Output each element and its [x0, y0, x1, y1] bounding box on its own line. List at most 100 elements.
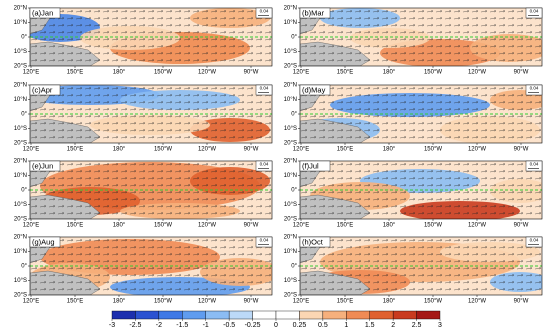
lon-label: 150°W	[424, 70, 442, 76]
colorbar-label: -1.5	[176, 322, 188, 329]
reference-vector: 0.04	[260, 9, 269, 14]
lat-label: 20°S	[284, 64, 297, 70]
reference-vector: 0.04	[530, 238, 539, 243]
lon-label: 120°W	[198, 147, 216, 153]
lat-label: 10°N	[14, 249, 27, 255]
panel-label: (b)Mar	[302, 8, 325, 17]
colorbar-label: 0.5	[318, 322, 328, 329]
map-field	[30, 8, 272, 66]
lat-label: 10°N	[284, 249, 297, 255]
map-field	[300, 8, 542, 66]
lat-label: 20°N	[14, 6, 27, 12]
lon-label: 150°E	[337, 223, 353, 229]
lon-label: 120°E	[23, 147, 39, 153]
lon-label: 150°W	[154, 147, 172, 153]
lat-label: 10°N	[284, 173, 297, 179]
lat-label: 0°	[21, 264, 27, 270]
ref-box	[525, 84, 543, 96]
lat-label: 20°N	[14, 235, 27, 241]
lon-label: 90°W	[244, 147, 259, 153]
lat-label: 20°N	[14, 83, 27, 89]
colorbar-label: -1	[203, 322, 209, 329]
ref-box	[255, 84, 273, 96]
lat-label: 10°N	[284, 20, 297, 26]
lat-label: 20°N	[284, 235, 297, 241]
panel-label: (f)Jul	[302, 161, 319, 170]
colorbar-box	[299, 310, 324, 320]
colorbar-box	[158, 310, 183, 320]
lat-label: 10°N	[14, 20, 27, 26]
lon-label: 90°W	[244, 223, 259, 229]
lon-label: 150°E	[337, 70, 353, 76]
ref-box	[525, 160, 543, 172]
lat-label: 10°S	[284, 126, 297, 132]
map-field	[30, 161, 272, 219]
lon-label: 150°W	[154, 70, 172, 76]
lon-label: 180°	[113, 299, 126, 305]
lat-label: 10°N	[14, 173, 27, 179]
lon-label: 120°W	[468, 223, 486, 229]
lat-label: 0°	[291, 188, 297, 194]
label-box	[29, 160, 61, 172]
colorbar-box	[416, 310, 441, 320]
lon-label: 120°E	[293, 147, 309, 153]
colorbar-label: -2	[156, 322, 162, 329]
lat-label: 10°S	[14, 49, 27, 55]
lon-label: 120°W	[198, 299, 216, 305]
lon-label: 180°	[113, 70, 126, 76]
label-box	[29, 236, 61, 248]
label-box	[299, 84, 331, 96]
ref-box	[525, 7, 543, 19]
lon-label: 120°W	[198, 70, 216, 76]
lat-label: 20°S	[14, 64, 27, 70]
lon-label: 120°E	[293, 223, 309, 229]
lat-label: 20°S	[284, 293, 297, 299]
lon-label: 120°W	[468, 147, 486, 153]
lon-label: 90°W	[514, 147, 529, 153]
label-box	[299, 236, 331, 248]
map-field	[30, 85, 272, 143]
lat-label: 10°N	[14, 97, 27, 103]
lon-label: 180°	[113, 147, 126, 153]
lon-label: 150°E	[337, 147, 353, 153]
lat-label: 10°N	[284, 97, 297, 103]
ref-box	[255, 7, 273, 19]
reference-vector: 0.04	[260, 162, 269, 167]
colorbar-box	[252, 310, 277, 320]
colorbar-label: -0.25	[245, 322, 261, 329]
lon-label: 90°W	[244, 70, 259, 76]
lat-label: 0°	[21, 35, 27, 41]
label-box	[29, 7, 61, 19]
lat-label: 0°	[21, 112, 27, 118]
colorbar-label: 0.25	[293, 322, 307, 329]
lat-label: 20°N	[284, 6, 297, 12]
lon-label: 150°E	[67, 70, 83, 76]
colorbar-box	[228, 310, 253, 320]
lon-label: 120°E	[293, 299, 309, 305]
lat-label: 0°	[291, 112, 297, 118]
lon-label: 180°	[383, 223, 396, 229]
panel-label: (c)Apr	[32, 85, 53, 94]
colorbar-box	[369, 310, 394, 320]
lat-label: 10°S	[284, 49, 297, 55]
lon-label: 180°	[383, 299, 396, 305]
panel-label: (a)Jan	[32, 8, 53, 17]
lat-label: 20°S	[284, 141, 297, 147]
lon-label: 90°W	[244, 299, 259, 305]
lat-label: 10°S	[14, 202, 27, 208]
reference-vector: 0.04	[260, 238, 269, 243]
map-field	[300, 85, 542, 143]
map-field	[30, 237, 272, 295]
colorbar-label: 2.5	[412, 322, 422, 329]
lat-label: 20°S	[14, 141, 27, 147]
lat-label: 10°S	[14, 126, 27, 132]
lon-label: 180°	[383, 147, 396, 153]
lon-label: 120°W	[198, 223, 216, 229]
lat-label: 0°	[291, 264, 297, 270]
reference-vector: 0.04	[530, 162, 539, 167]
